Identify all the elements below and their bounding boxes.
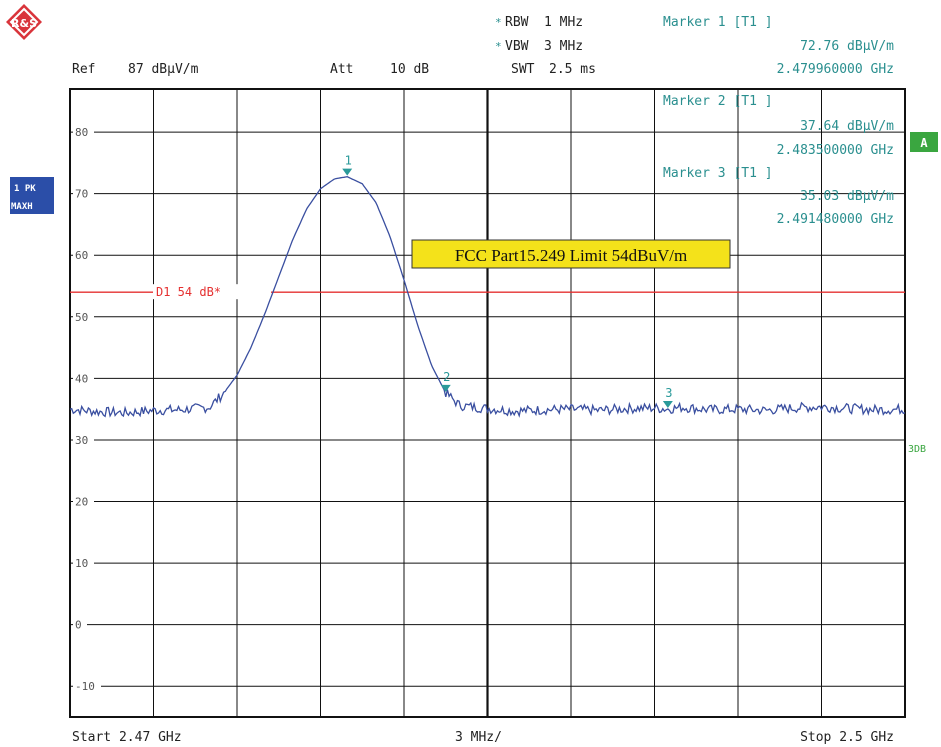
- y-tick-backing: [73, 310, 94, 323]
- marker-layer: 1 2 3: [342, 154, 673, 408]
- y-tick-backing: [73, 126, 94, 139]
- marker-number: 3: [665, 386, 672, 400]
- marker3-level: 35.03 dBµV/m: [800, 189, 894, 204]
- marker2-freq: 2.483500000 GHz: [777, 143, 894, 158]
- y-tick-label: 0: [75, 619, 82, 632]
- y-tick-label: 30: [75, 434, 88, 447]
- marker1-freq: 2.479960000 GHz: [777, 62, 894, 77]
- right-3db-label: 3DB: [908, 444, 926, 455]
- rbw-label: RBW: [505, 15, 529, 30]
- footer-stop: Stop 2.5 GHz: [800, 730, 894, 745]
- trace-line: [69, 176, 906, 418]
- trace-badge: 1 PK MAXH: [10, 177, 54, 214]
- ref-value: 87 dBµV/m: [128, 62, 199, 77]
- limit-line: D1 54 dB*: [70, 284, 905, 300]
- marker-triangle: [440, 384, 451, 392]
- marker2-level: 37.64 dBµV/m: [800, 119, 894, 134]
- marker3-freq: 2.491480000 GHz: [777, 212, 894, 227]
- trace-badge-line2: MAXH: [11, 202, 33, 212]
- y-tick-label: 50: [75, 311, 88, 324]
- swt-value: 2.5 ms: [549, 62, 596, 77]
- marker-number: 2: [443, 370, 450, 384]
- att-label: Att: [330, 62, 353, 77]
- logo-text: R&S: [11, 17, 37, 30]
- trace-badge-line1: 1 PK: [14, 184, 36, 194]
- marker2-title: Marker 2 [T1 ]: [663, 94, 773, 109]
- y-tick-label: -10: [75, 680, 95, 693]
- fcc-limit-annotation-text: FCC Part15.249 Limit 54dBuV/m: [455, 246, 687, 265]
- vbw-star: *: [495, 40, 502, 53]
- rbw-value: 1 MHz: [544, 15, 583, 30]
- a-badge-label: A: [920, 136, 928, 150]
- y-tick-label: 80: [75, 126, 88, 139]
- y-tick-backing: [73, 372, 94, 385]
- swt-label: SWT: [511, 62, 535, 77]
- y-tick-backing: [73, 680, 101, 693]
- marker-number: 1: [345, 154, 352, 168]
- limit-label-backing: [153, 284, 271, 300]
- y-tick-backing: [73, 433, 94, 446]
- y-tick-label: 60: [75, 249, 88, 262]
- y-tick-backing: [73, 618, 87, 631]
- limit-label: D1 54 dB*: [156, 285, 221, 299]
- y-tick-backing: [73, 495, 94, 508]
- marker-triangle: [342, 168, 353, 176]
- rbw-star: *: [495, 16, 502, 29]
- vbw-label: VBW: [505, 39, 529, 54]
- y-tick-backing: [73, 557, 94, 570]
- y-tick-backing: [73, 187, 94, 200]
- marker1-title: Marker 1 [T1 ]: [663, 15, 773, 30]
- a-badge: A: [910, 132, 938, 152]
- y-tick-label: 70: [75, 188, 88, 201]
- footer-start: Start 2.47 GHz: [72, 730, 182, 745]
- y-tick-label: 40: [75, 372, 88, 385]
- ref-label: Ref: [72, 62, 95, 77]
- footer-span: 3 MHz/: [455, 730, 502, 745]
- marker3-title: Marker 3 [T1 ]: [663, 166, 773, 181]
- vbw-value: 3 MHz: [544, 39, 583, 54]
- fcc-limit-annotation: FCC Part15.249 Limit 54dBuV/m: [411, 239, 731, 269]
- y-tick-backing: [73, 249, 94, 262]
- y-tick-label: 10: [75, 557, 88, 570]
- graticule: 80 70 60 50 40 30 20 10 0 -10: [69, 88, 906, 718]
- att-value: 10 dB: [390, 62, 429, 77]
- rs-logo-icon: R&S: [6, 4, 42, 40]
- marker-triangle: [662, 400, 673, 408]
- marker1-level: 72.76 dBµV/m: [800, 39, 894, 54]
- y-tick-label: 20: [75, 496, 88, 509]
